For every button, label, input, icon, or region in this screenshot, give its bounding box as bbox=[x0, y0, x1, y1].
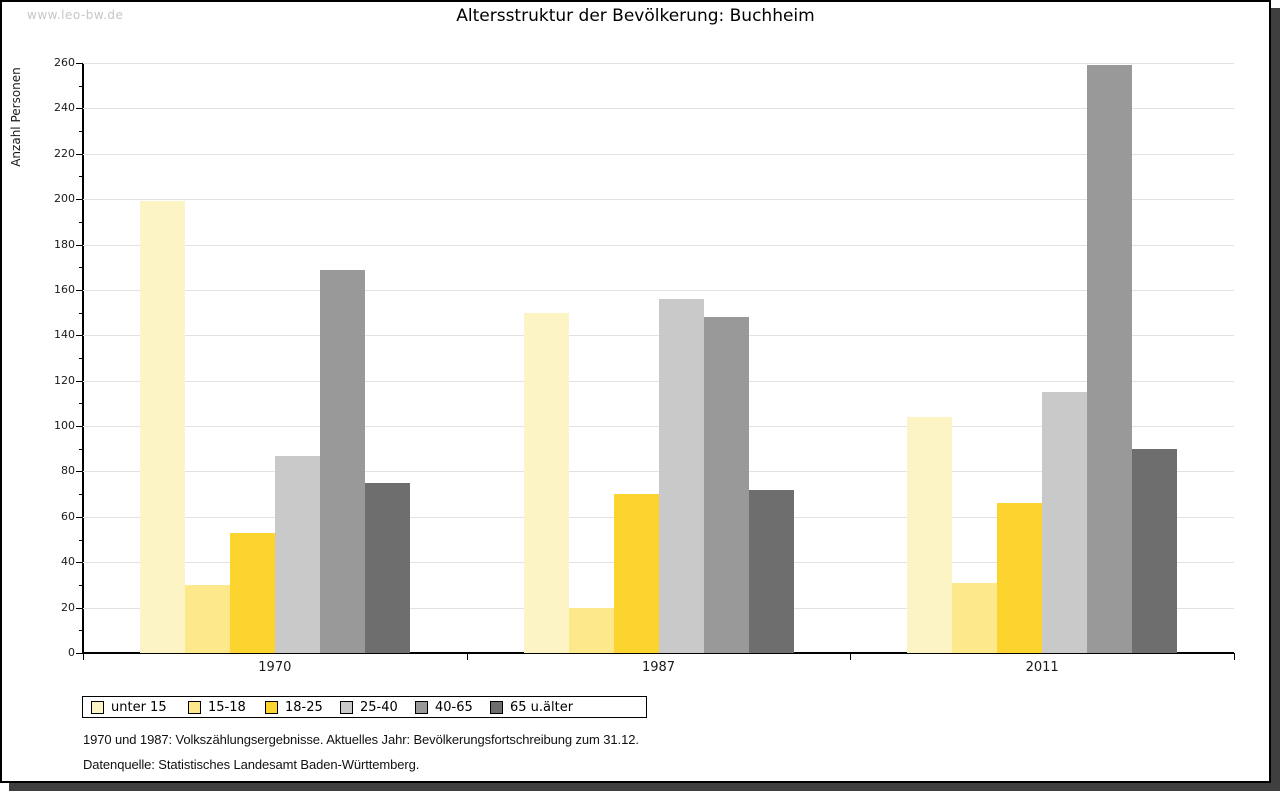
y-tick-240 bbox=[76, 108, 83, 110]
bar-1987-40-65 bbox=[703, 317, 749, 653]
y-tick-210 bbox=[79, 176, 83, 178]
y-tick-140 bbox=[76, 335, 83, 337]
bar-1970-40-65 bbox=[319, 269, 365, 653]
footer-source: Datenquelle: Statistisches Landesamt Bad… bbox=[83, 757, 420, 772]
legend-swatch-icon bbox=[91, 701, 104, 714]
y-tick-100 bbox=[76, 426, 83, 428]
y-tick-260 bbox=[76, 63, 83, 64]
bar-1970-unter-15 bbox=[139, 201, 185, 653]
y-tick-label-220: 220 bbox=[54, 146, 75, 160]
bar-1970-25-40 bbox=[274, 455, 320, 653]
gridline-240 bbox=[83, 108, 1234, 110]
y-tick-label-0: 0 bbox=[68, 646, 75, 659]
y-tick-180 bbox=[76, 244, 83, 246]
bar-1987-unter-15 bbox=[523, 312, 569, 653]
bar-2011-40-65 bbox=[1087, 65, 1133, 653]
bar-1987-18-25 bbox=[613, 494, 659, 653]
y-tick-200 bbox=[76, 199, 83, 201]
bar-1987-25-40 bbox=[658, 299, 704, 653]
legend-swatch-icon bbox=[340, 701, 353, 714]
footer-note: 1970 und 1987: Volkszählungsergebnisse. … bbox=[83, 732, 639, 747]
legend-swatch-icon bbox=[415, 701, 428, 714]
y-tick-label-200: 200 bbox=[54, 192, 75, 206]
y-tick-20 bbox=[76, 607, 83, 609]
bar-1970-15-18 bbox=[184, 584, 230, 653]
legend-label: 25-40 bbox=[360, 700, 398, 715]
plot-area: 0 20 40 60 80 100 120 140 160 180 200 220 240 260 1970… bbox=[54, 56, 1235, 675]
category-label-2011: 2011 bbox=[1025, 660, 1059, 675]
y-tick-label-140: 140 bbox=[54, 328, 75, 342]
y-tick-label-80: 80 bbox=[61, 464, 75, 478]
legend-label: 65 u.älter bbox=[510, 700, 574, 715]
y-tick-120 bbox=[76, 380, 83, 382]
y-tick-10 bbox=[79, 630, 83, 632]
x-tick-2 bbox=[850, 653, 852, 660]
bar-1970-18-25 bbox=[229, 532, 275, 653]
legend-swatch-icon bbox=[188, 701, 201, 714]
watermark: www.leo-bw.de bbox=[27, 8, 124, 22]
legend-label: 15-18 bbox=[208, 700, 246, 715]
y-tick-190 bbox=[79, 221, 83, 223]
y-tick-80 bbox=[76, 471, 83, 473]
category-label-1970: 1970 bbox=[258, 660, 292, 675]
y-tick-label-20: 20 bbox=[61, 600, 75, 614]
y-tick-30 bbox=[79, 584, 83, 586]
y-axis-line bbox=[82, 63, 84, 653]
gridline-180 bbox=[83, 244, 1234, 246]
legend-swatch-icon bbox=[265, 701, 278, 714]
legend-label: unter 15 bbox=[111, 700, 167, 715]
y-tick-label-100: 100 bbox=[54, 419, 75, 433]
y-tick-label-260: 260 bbox=[54, 56, 75, 69]
x-tick-3 bbox=[1234, 653, 1235, 660]
bar-2011-unter-15 bbox=[907, 417, 953, 653]
bar-2011-65-u-älter bbox=[1132, 448, 1178, 653]
bar-2011-15-18 bbox=[952, 582, 998, 653]
y-tick-110 bbox=[79, 403, 83, 405]
y-tick-40 bbox=[76, 562, 83, 564]
y-tick-label-120: 120 bbox=[54, 373, 75, 387]
y-tick-130 bbox=[79, 358, 83, 359]
y-tick-label-160: 160 bbox=[54, 282, 75, 296]
gridline-160 bbox=[83, 289, 1234, 291]
chart-title: Altersstruktur der Bevölkerung: Buchheim bbox=[456, 6, 815, 26]
y-tick-90 bbox=[79, 448, 83, 450]
x-tick-1 bbox=[466, 653, 468, 660]
gridline-220 bbox=[83, 153, 1234, 155]
y-tick-50 bbox=[79, 539, 83, 541]
x-axis-line bbox=[82, 652, 1234, 654]
y-tick-70 bbox=[79, 494, 83, 496]
y-axis-label: Anzahl Personen bbox=[9, 67, 23, 167]
x-tick-0 bbox=[83, 653, 84, 660]
bar-1970-65-u-älter bbox=[364, 482, 410, 653]
y-tick-250 bbox=[79, 85, 83, 87]
y-tick-0 bbox=[76, 653, 83, 654]
legend: unter 15 15-18 18-25 25-40 40-65 65 u.älter bbox=[82, 696, 647, 718]
bar-1987-15-18 bbox=[568, 607, 614, 653]
y-tick-170 bbox=[79, 267, 83, 269]
legend-label: 40-65 bbox=[435, 700, 473, 715]
y-tick-label-180: 180 bbox=[54, 237, 75, 251]
y-tick-label-40: 40 bbox=[61, 555, 75, 569]
y-tick-220 bbox=[76, 153, 83, 155]
bar-2011-18-25 bbox=[997, 503, 1043, 653]
y-tick-label-60: 60 bbox=[61, 509, 75, 523]
gridline-260 bbox=[83, 63, 1234, 64]
gridline-200 bbox=[83, 199, 1234, 201]
y-tick-label-240: 240 bbox=[54, 101, 75, 115]
y-tick-160 bbox=[76, 289, 83, 291]
y-tick-230 bbox=[79, 131, 83, 133]
bar-1987-65-u-älter bbox=[748, 489, 794, 653]
legend-label: 18-25 bbox=[285, 700, 323, 715]
bar-2011-25-40 bbox=[1042, 392, 1088, 653]
category-label-1987: 1987 bbox=[641, 660, 676, 675]
y-tick-150 bbox=[79, 312, 83, 314]
legend-swatch-icon bbox=[490, 701, 503, 714]
y-tick-60 bbox=[76, 516, 83, 518]
